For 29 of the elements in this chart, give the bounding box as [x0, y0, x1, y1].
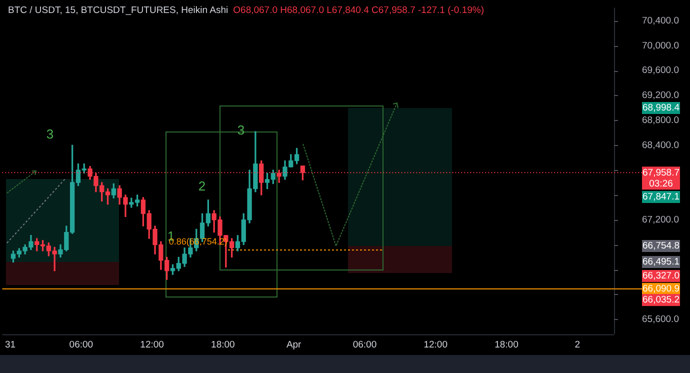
- y-tick-label: 70,000.0: [642, 40, 679, 52]
- y-tick-label: 65,600.0: [642, 314, 679, 325]
- x-tick-label: 06:00: [69, 340, 94, 351]
- y-tick-label: 69,600.0: [642, 65, 679, 76]
- text: 68,998.4: [642, 102, 680, 114]
- y-tick-label: 68,800.0: [642, 114, 679, 126]
- text: 66,327.0: [642, 270, 680, 282]
- ref-line-label: 66,090.9: [642, 283, 680, 294]
- text: 66,035.2: [642, 294, 680, 306]
- x-tick-label: 2: [574, 340, 580, 351]
- chart-subtitle: O68,067.0 H68,067.0 L67,840.4 C67,958.7 -127.1 (-0.19%): [233, 5, 484, 16]
- x-tick-label: 06:00: [352, 340, 377, 351]
- text: 66,754.8: [642, 240, 680, 252]
- x-tick-label: 12:00: [424, 340, 448, 351]
- annotation: 2: [198, 178, 206, 194]
- y-tick-label: 68,400.0: [642, 140, 679, 151]
- annotation: 3: [46, 126, 54, 142]
- x-tick-label: 18:00: [211, 340, 235, 351]
- y-tick-label: 67,200.0: [642, 214, 679, 226]
- text: 66,495.1: [642, 256, 680, 268]
- x-tick-label: 18:00: [494, 340, 518, 351]
- x-tick-label: 31: [4, 340, 16, 351]
- text: 67,847.1: [642, 192, 680, 203]
- y-tick-label: 70,400.0: [642, 15, 679, 26]
- ref-line-label: 67,958.7 03:26: [642, 167, 680, 190]
- chart-title: BTC / USDT, 15, BTCUSDT_FUTURES, Heikin Ashi: [8, 5, 228, 16]
- y-tick-label: 69,200.0: [642, 90, 679, 102]
- x-tick-label: 12:00: [140, 340, 164, 351]
- x-tick-label: Apr: [286, 340, 302, 351]
